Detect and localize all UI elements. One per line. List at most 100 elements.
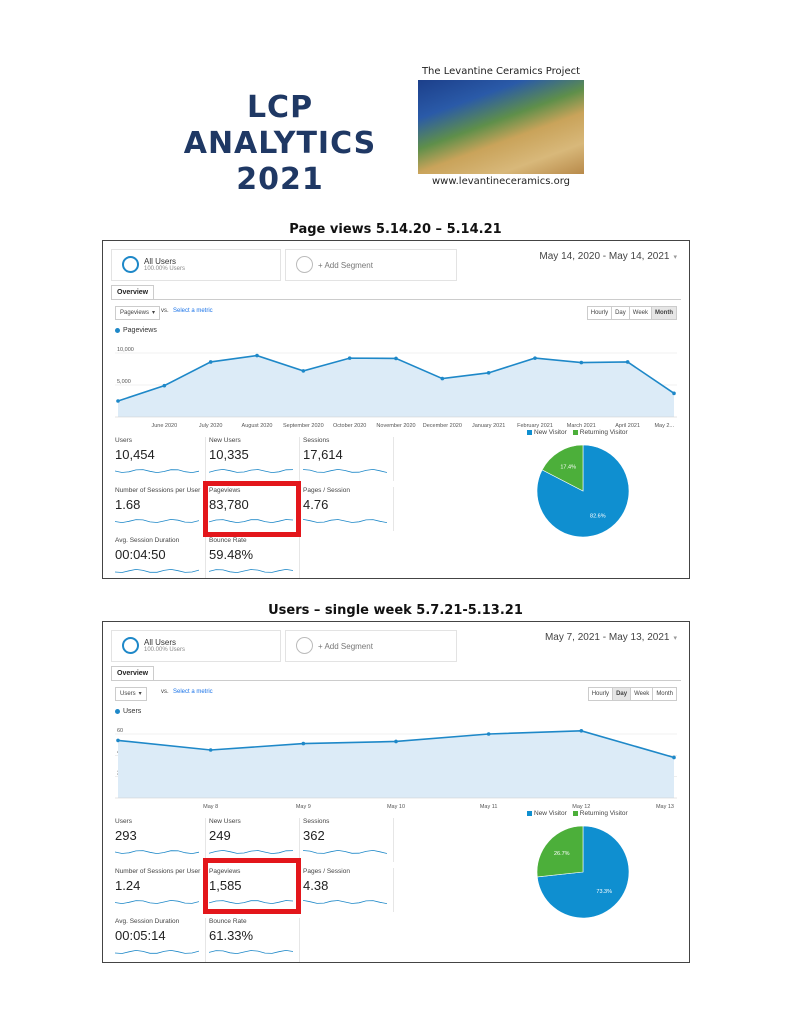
series-area [118,355,674,417]
segment-all-users[interactable]: All Users 100.00% Users [111,249,281,281]
sparkline [209,468,293,474]
metric-card-value: 4.38 [303,878,329,893]
metric-card-value: 00:04:50 [115,547,166,562]
metric-card-label: Number of Sessions per User [115,868,201,875]
metric-select[interactable]: Users ▾ [115,687,147,701]
x-tick-label: May 8 [203,804,218,810]
sparkline-line [115,518,199,524]
metric-card[interactable]: Sessions 362 [303,818,394,862]
data-point [394,739,398,744]
segment-ring-icon [122,637,139,654]
data-point [625,360,630,364]
legend-label: Pageviews [123,327,157,334]
sparkline-line [303,468,387,473]
metric-card-label: Sessions [303,818,330,825]
metric-card[interactable]: Users 10,454 [115,437,206,481]
metric-select-value: Users [120,691,136,697]
logo-map-image [418,80,584,174]
pie-slice-label: 26.7% [554,851,570,857]
select-metric-link[interactable]: Select a metric [173,689,213,695]
add-segment-label: + Add Segment [318,642,373,651]
add-segment-button[interactable]: + Add Segment [285,249,457,281]
metric-card[interactable]: Avg. Session Duration 00:04:50 [115,537,206,578]
x-tick-label: May 11 [480,804,498,810]
segment-ring-icon [122,256,139,273]
data-point [486,371,491,375]
y-tick-label: 10,000 [117,347,134,353]
x-tick-label: January 2021 [472,423,505,429]
granularity-day-button[interactable]: Day [612,687,632,701]
pie-legend: New Visitor Returning Visitor [527,429,628,436]
sparkline [303,519,387,523]
new-visitor-swatch [527,429,532,435]
data-point [116,399,120,403]
date-range-label: May 7, 2021 - May 13, 2021 [544,632,670,643]
sparkline [115,949,199,954]
x-tick-label: May 2... [654,423,674,429]
x-tick-label: April 2021 [615,423,640,429]
metric-card[interactable]: Bounce Rate 59.48% [209,537,300,578]
granularity-hourly-button[interactable]: Hourly [586,306,613,320]
select-metric-link[interactable]: Select a metric [173,308,213,314]
tab-overview[interactable]: Overview [111,285,155,300]
x-tick-label: May 12 [572,804,590,810]
title-line-3: 2021 [236,162,324,197]
metric-card-label: Bounce Rate [209,537,247,544]
metric-card-label: New Users [209,818,241,825]
sparkline [115,568,199,573]
metric-card[interactable]: New Users 249 [209,818,300,862]
metric-card[interactable]: Bounce Rate 61.33% [209,918,300,962]
metric-card[interactable]: Avg. Session Duration 00:05:14 [115,918,206,962]
date-range-picker[interactable]: May 14, 2020 - May 14, 2021 ▾ [539,251,677,262]
y-tick-label: 5,000 [117,379,131,385]
series-dot-icon [115,327,120,333]
segment-name: All Users [144,257,177,266]
metric-card[interactable]: Pages / Session 4.38 [303,868,394,912]
metric-card[interactable]: Pages / Session 4.76 [303,487,394,531]
granularity-month-button[interactable]: Month [652,687,677,701]
granularity-day-button[interactable]: Day [611,306,630,320]
sparkline [209,900,293,905]
legend-label: Users [123,708,142,715]
analytics-panel-2: All Users 100.00% Users + Add Segment May 7… [102,621,690,963]
granularity-month-button[interactable]: Month [651,306,677,320]
segment-name: All Users [144,638,177,647]
date-range-label: May 14, 2020 - May 14, 2021 [539,251,670,262]
dropdown-arrow-icon: ▾ [138,691,142,697]
add-segment-label: + Add Segment [318,261,373,270]
pie-slice-label: 73.3% [596,889,612,895]
tab-overview[interactable]: Overview [111,666,155,681]
metric-select[interactable]: Pageviews ▾ [115,306,161,320]
granularity-week-button[interactable]: Week [628,306,652,320]
metric-card[interactable]: Number of Sessions per User 1.24 [115,868,206,912]
metric-card-value: 00:05:14 [115,928,166,943]
sparkline [115,850,199,855]
metric-card[interactable]: Number of Sessions per User 1.68 [115,487,206,531]
segment-all-users[interactable]: All Users 100.00% Users [111,630,281,662]
analytics-panel-1: All Users 100.00% Users + Add Segment May 1… [102,240,690,579]
x-tick-label: October 2020 [333,423,366,429]
pageviews-highlight-box [203,481,301,537]
add-segment-button[interactable]: + Add Segment [285,630,457,662]
sparkline [209,519,293,524]
x-tick-label: May 10 [387,804,405,810]
data-point [208,748,213,752]
date-range-picker[interactable]: May 7, 2021 - May 13, 2021 ▾ [545,632,677,643]
pie-chart: 73.3% 26.7% [535,824,631,920]
granularity-week-button[interactable]: Week [630,687,654,701]
metric-card[interactable]: Users 293 [115,818,206,862]
section-2-caption: Users – single week 5.7.21-5.13.21 [268,603,523,618]
dropdown-arrow-icon: ▾ [152,310,156,316]
logo-caption-bottom: www.levantineceramics.org [432,176,570,187]
metric-card[interactable]: Sessions 17,614 [303,437,394,481]
pie-legend-returning: Returning Visitor [579,810,628,817]
metric-card-value: 362 [303,828,325,843]
x-tick-label: May 9 [296,804,311,810]
chevron-down-icon: ▾ [673,254,677,261]
granularity-hourly-button[interactable]: Hourly [587,687,614,701]
data-point [347,356,352,360]
metric-card[interactable]: New Users 10,335 [209,437,300,481]
x-tick-label: June 2020 [151,423,177,429]
x-tick-label: November 2020 [376,423,415,429]
x-tick-label: December 2020 [423,423,462,429]
